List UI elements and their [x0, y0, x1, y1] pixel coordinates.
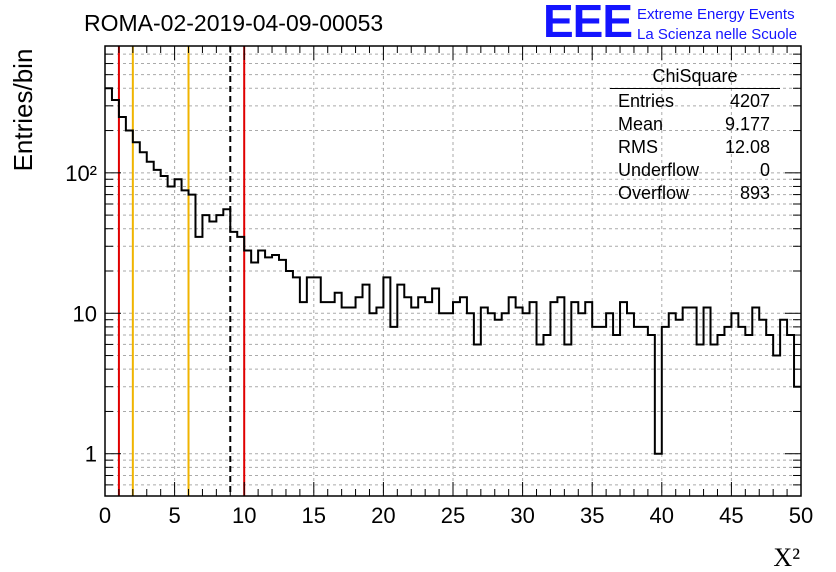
stats-row-underflow: Underflow 0: [612, 159, 778, 182]
x-tick-label: 0: [99, 503, 111, 528]
logo-mark: EEE: [543, 0, 633, 47]
stats-label: Underflow: [618, 160, 700, 180]
y-tick-label: 10²: [65, 161, 97, 186]
vertical-lines: [117, 46, 246, 496]
stats-value: 0: [759, 160, 770, 180]
x-tick-label: 15: [302, 503, 326, 528]
tick-labels: 0 5 10 15 20 25 30 35 40 45 50 1 10 10²: [65, 161, 813, 528]
y-tick-label: 1: [85, 442, 97, 467]
stats-title: ChiSquare: [610, 66, 780, 89]
x-tick-label: 30: [510, 503, 534, 528]
stats-value: 9.177: [724, 114, 770, 134]
x-tick-label: 25: [441, 503, 465, 528]
y-axis-title: Entries/bin: [8, 49, 38, 172]
x-tick-label: 35: [580, 503, 604, 528]
logo-line-2: La Scienza nelle Scuole: [637, 26, 798, 43]
stats-row-overflow: Overflow 893: [612, 182, 778, 205]
x-tick-label: 10: [232, 503, 256, 528]
histogram-line: [105, 87, 801, 455]
stats-label: RMS: [618, 137, 658, 157]
x-tick-label: 40: [650, 503, 674, 528]
stats-label: Entries: [618, 91, 675, 111]
x-tick-label: 45: [719, 503, 743, 528]
stats-box: ChiSquare Entries 4207 Mean 9.177 RMS 12…: [610, 66, 780, 205]
stats-value: 4207: [729, 91, 770, 111]
x-axis-title: X²: [773, 543, 800, 572]
y-tick-label: 10: [73, 301, 97, 326]
x-tick-label: 50: [789, 503, 813, 528]
stats-row-rms: RMS 12.08: [612, 136, 778, 159]
stats-row-mean: Mean 9.177: [612, 113, 778, 136]
histogram: [105, 87, 801, 455]
logo-line-1: Extreme Energy Events: [637, 6, 795, 23]
tick-marks: [104, 45, 802, 497]
x-tick-label: 5: [168, 503, 180, 528]
stats-label: Overflow: [618, 183, 690, 203]
stats-row-entries: Entries 4207: [612, 90, 778, 113]
x-tick-label: 20: [371, 503, 395, 528]
stats-label: Mean: [618, 114, 664, 134]
stats-value: 12.08: [724, 137, 770, 157]
run-title: ROMA-02-2019-04-09-00053: [84, 10, 384, 36]
stats-value: 893: [739, 183, 770, 203]
